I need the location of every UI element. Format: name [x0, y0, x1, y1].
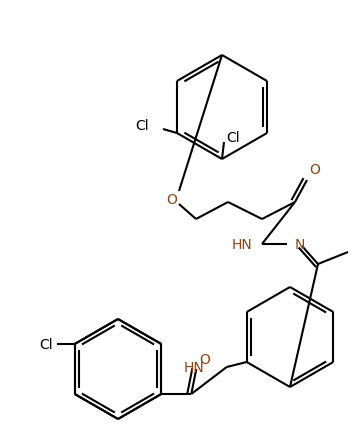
- Text: Cl: Cl: [226, 131, 240, 144]
- Text: HN: HN: [184, 360, 205, 374]
- Text: Cl: Cl: [39, 337, 53, 351]
- Text: O: O: [199, 352, 210, 366]
- Text: Cl: Cl: [135, 119, 149, 133]
- Text: O: O: [167, 193, 177, 206]
- Text: HN: HN: [231, 237, 252, 252]
- Text: O: O: [309, 163, 320, 177]
- Text: N: N: [295, 237, 305, 252]
